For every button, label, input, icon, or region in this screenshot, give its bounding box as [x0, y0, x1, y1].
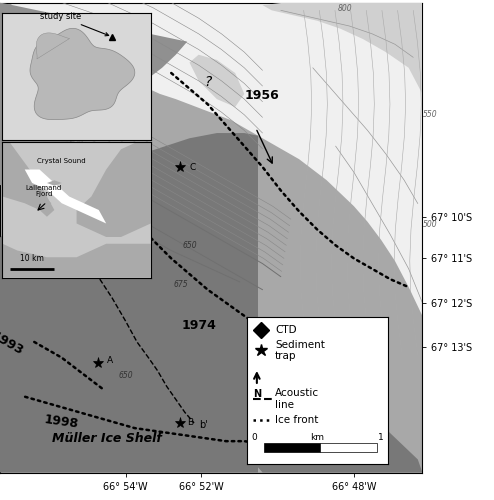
Text: 0: 0: [251, 433, 257, 442]
Bar: [320, 444, 376, 452]
Polygon shape: [262, 2, 422, 94]
Polygon shape: [40, 199, 51, 207]
Text: a': a': [43, 55, 52, 65]
Text: 400: 400: [8, 181, 23, 190]
Polygon shape: [11, 2, 422, 316]
Text: B: B: [187, 418, 193, 428]
Polygon shape: [190, 54, 245, 107]
Text: A: A: [107, 356, 114, 364]
Polygon shape: [30, 28, 135, 120]
Text: b: b: [47, 202, 53, 211]
Text: study site: study site: [40, 12, 109, 36]
Text: 1993: 1993: [0, 330, 25, 358]
Text: 200: 200: [6, 120, 21, 130]
Text: Crystal Sound: Crystal Sound: [38, 158, 86, 164]
Text: 675: 675: [173, 280, 188, 289]
Text: Fjord: Fjord: [35, 192, 53, 198]
Text: 500: 500: [422, 220, 437, 229]
Text: 800: 800: [337, 4, 352, 13]
Text: 1: 1: [378, 433, 384, 442]
Text: Ice front: Ice front: [275, 415, 319, 425]
Text: 1956: 1956: [245, 89, 279, 102]
Text: 10 km: 10 km: [20, 254, 44, 264]
Polygon shape: [2, 142, 54, 217]
Text: 650: 650: [118, 372, 133, 380]
Text: 1974: 1974: [181, 319, 216, 332]
Text: 1998: 1998: [43, 414, 80, 431]
Text: 550: 550: [422, 110, 437, 120]
Text: CTD: CTD: [275, 325, 297, 335]
Polygon shape: [228, 355, 422, 472]
Polygon shape: [25, 170, 106, 224]
Text: b': b': [199, 420, 207, 430]
Polygon shape: [47, 180, 62, 186]
Text: 650: 650: [182, 241, 197, 250]
Text: Humphrey
Ice Rise: Humphrey Ice Rise: [322, 422, 386, 444]
Text: Sediment
trap: Sediment trap: [275, 340, 325, 361]
Polygon shape: [0, 133, 258, 472]
Polygon shape: [77, 142, 151, 237]
Bar: [264, 444, 320, 452]
Text: Lallemand: Lallemand: [26, 184, 62, 190]
Text: Müller Ice Shelf: Müller Ice Shelf: [52, 432, 162, 445]
Text: a: a: [17, 84, 23, 94]
Text: 600: 600: [107, 188, 122, 198]
Text: Acoustic
line: Acoustic line: [275, 388, 319, 410]
Polygon shape: [36, 33, 70, 59]
Text: N: N: [253, 389, 261, 399]
Text: ?: ?: [204, 75, 211, 89]
Text: km: km: [310, 433, 325, 442]
Text: C: C: [190, 162, 196, 172]
Polygon shape: [0, 2, 187, 186]
Polygon shape: [2, 244, 151, 278]
